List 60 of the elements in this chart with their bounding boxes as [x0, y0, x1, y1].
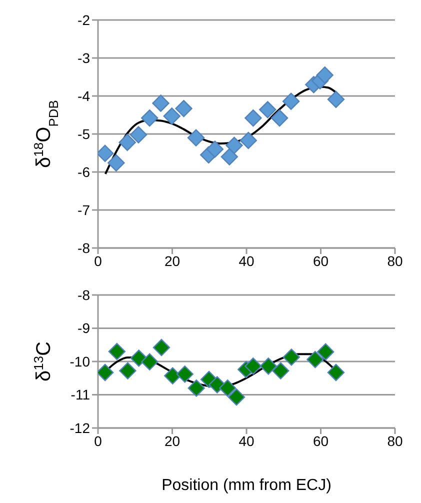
point — [141, 109, 158, 127]
point — [327, 364, 345, 382]
point — [282, 92, 300, 110]
point — [119, 362, 136, 380]
x-tick-label: 80 — [387, 252, 403, 269]
point — [327, 90, 345, 108]
x-tick-label: 60 — [312, 252, 329, 269]
point — [270, 109, 288, 127]
y-tick-label: -4 — [78, 88, 90, 104]
x-tick-label: 40 — [238, 432, 254, 449]
x-tick-label: 20 — [164, 432, 180, 449]
point — [316, 66, 334, 84]
y-tick-label: -2 — [78, 12, 90, 28]
point — [282, 348, 300, 366]
point — [152, 94, 170, 112]
y-tick-label: -3 — [78, 50, 90, 66]
point — [176, 366, 194, 383]
point — [108, 154, 125, 172]
y-tick-label: -9 — [78, 320, 90, 336]
point — [228, 388, 246, 406]
point — [206, 140, 224, 158]
point — [240, 132, 257, 150]
point — [141, 353, 158, 370]
point — [98, 364, 114, 382]
y-tick-label: -5 — [78, 126, 90, 142]
point — [187, 129, 205, 146]
point — [316, 343, 334, 360]
point — [244, 358, 262, 375]
y-tick-label: -8 — [78, 286, 90, 303]
y-tick-label: -10 — [70, 353, 90, 370]
point — [188, 380, 205, 397]
point — [175, 100, 192, 118]
point — [98, 144, 114, 162]
x-axis-title: Position (mm from ECJ) — [162, 477, 332, 494]
point — [259, 101, 276, 118]
point — [220, 148, 238, 166]
point — [163, 108, 180, 125]
y-tick-label: -8 — [78, 240, 90, 256]
x-tick-label: 0 — [94, 432, 102, 449]
point — [130, 126, 148, 144]
point — [218, 380, 236, 397]
point — [130, 350, 148, 367]
point — [306, 350, 324, 368]
y-tick-label: -6 — [78, 164, 90, 180]
point — [152, 338, 170, 356]
point — [108, 342, 126, 360]
x-tick-label: 0 — [94, 252, 102, 269]
x-tick-label: 20 — [164, 252, 180, 269]
point — [164, 367, 182, 384]
point — [118, 134, 136, 151]
x-tick-label: 60 — [312, 432, 329, 449]
point — [244, 109, 262, 127]
x-tick-label: 40 — [238, 252, 254, 269]
y-tick-label: -11 — [70, 386, 90, 403]
point — [272, 362, 290, 380]
x-tick-label: 80 — [387, 432, 403, 449]
y-tick-label: -12 — [70, 420, 90, 436]
y-tick-label: -7 — [78, 202, 90, 218]
point — [226, 136, 243, 154]
point — [260, 358, 278, 375]
